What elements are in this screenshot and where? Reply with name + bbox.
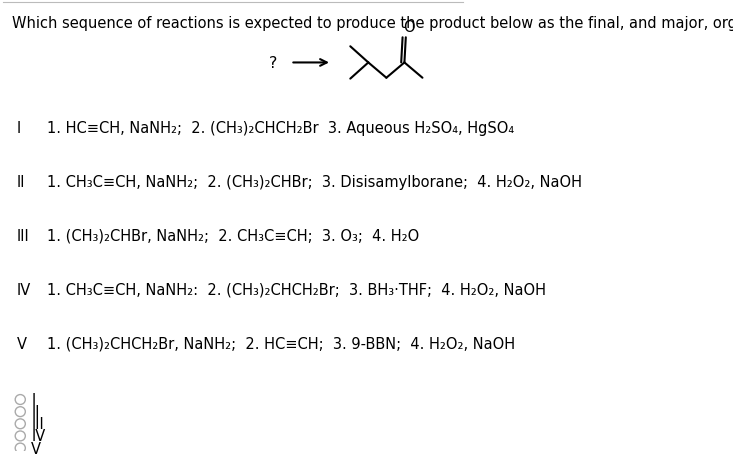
Text: III: III xyxy=(32,416,44,431)
Text: 1. HC≡CH, NaNH₂;  2. (CH₃)₂CHCH₂Br  3. Aqueous H₂SO₄, HgSO₄: 1. HC≡CH, NaNH₂; 2. (CH₃)₂CHCH₂Br 3. Aqu… xyxy=(46,121,514,136)
Text: 1. CH₃C≡CH, NaNH₂:  2. (CH₃)₂CHCH₂Br;  3. BH₃·THF;  4. H₂O₂, NaOH: 1. CH₃C≡CH, NaNH₂: 2. (CH₃)₂CHCH₂Br; 3. … xyxy=(46,282,545,297)
Text: II: II xyxy=(32,404,40,419)
Text: ?: ? xyxy=(269,56,278,71)
Text: Which sequence of reactions is expected to produce the product below as the fina: Which sequence of reactions is expected … xyxy=(12,16,733,31)
Text: 1. CH₃C≡CH, NaNH₂;  2. (CH₃)₂CHBr;  3. Disisamylborane;  4. H₂O₂, NaOH: 1. CH₃C≡CH, NaNH₂; 2. (CH₃)₂CHBr; 3. Dis… xyxy=(46,175,581,190)
Text: V: V xyxy=(32,441,41,456)
Text: III: III xyxy=(17,229,29,243)
Text: 1. (CH₃)₂CHCH₂Br, NaNH₂;  2. HC≡CH;  3. 9-BBN;  4. H₂O₂, NaOH: 1. (CH₃)₂CHCH₂Br, NaNH₂; 2. HC≡CH; 3. 9-… xyxy=(46,336,515,351)
Text: II: II xyxy=(17,175,25,190)
Text: 1. (CH₃)₂CHBr, NaNH₂;  2. CH₃C≡CH;  3. O₃;  4. H₂O: 1. (CH₃)₂CHBr, NaNH₂; 2. CH₃C≡CH; 3. O₃;… xyxy=(46,229,419,243)
Text: V: V xyxy=(17,336,26,351)
Text: O: O xyxy=(403,20,415,34)
Text: I: I xyxy=(17,121,21,136)
Text: I: I xyxy=(32,392,36,407)
Text: IV: IV xyxy=(17,282,31,297)
Text: IV: IV xyxy=(32,429,45,443)
